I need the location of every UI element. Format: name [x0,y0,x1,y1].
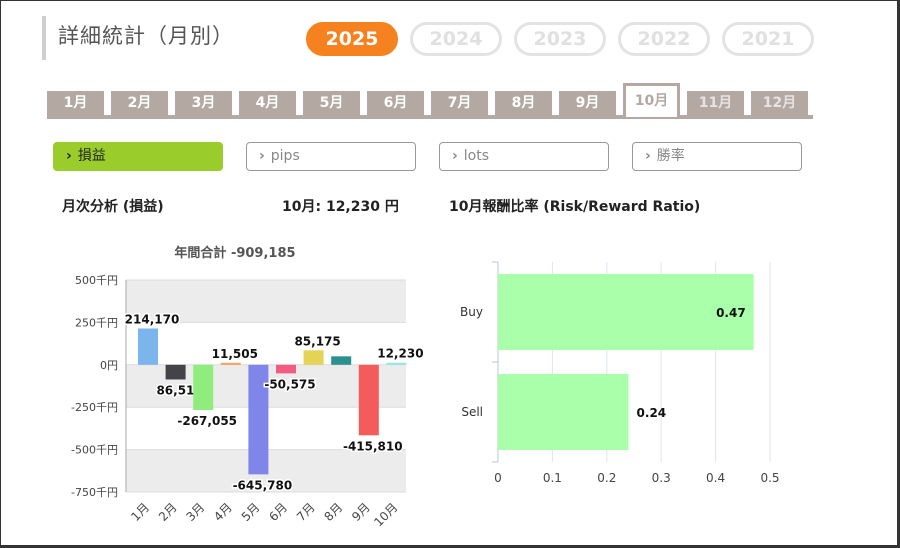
bar-10 [386,362,407,365]
month-tab-10[interactable]: 10月 [623,83,680,117]
bar-6 [276,364,296,374]
data-label: -50,575 [264,377,315,391]
data-label: 11,505 [212,347,258,361]
month-tab-9[interactable]: 9月 [559,91,616,116]
month-tab-5[interactable]: 5月 [303,91,360,116]
x-tick-label: 2月 [156,500,180,524]
x-tick-label: 0 [494,471,502,485]
bar-buy [498,274,754,350]
metric-button-lots[interactable]: › lots [439,142,609,171]
chevron-right-icon: › [66,148,72,164]
data-label: 0.47 [716,306,746,320]
year-tab-2022[interactable]: 2022 [618,22,710,56]
month-tab-1[interactable]: 1月 [47,91,104,116]
month-tab-4[interactable]: 4月 [239,91,296,116]
month-tab-3[interactable]: 3月 [175,91,232,116]
bar-7 [303,350,324,365]
category-label: Sell [461,405,483,419]
x-tick-label: 6月 [266,500,290,524]
month-tabs-underline [47,115,813,119]
data-label: 85,175 [294,334,340,348]
month-tab-12[interactable]: 12月 [751,91,808,116]
data-label: 214,170 [125,312,180,326]
x-tick-label: 9月 [349,500,373,524]
metric-label: lots [463,148,490,164]
bar-9 [358,364,379,436]
page-title-bar: 詳細統計（月別） [42,16,234,60]
data-label: 0.24 [637,406,667,420]
x-tick-label: 0.5 [760,471,779,485]
data-label: -645,780 [233,478,293,492]
category-label: Buy [460,305,483,319]
year-tab-2021[interactable]: 2021 [722,22,814,56]
bar-2 [165,364,186,380]
risk-reward-chart: 0 0.1 0.2 0.3 0.4 0.5 Buy 0.47 Sell 0.24 [460,261,780,485]
x-tick-label: 7月 [294,500,318,524]
year-selector: 2025 2024 2023 2022 2021 [306,22,814,56]
bar-8 [331,356,352,365]
year-tab-2024[interactable]: 2024 [410,22,502,56]
data-label: 12,230 [377,347,423,361]
metric-button-winrate[interactable]: › 勝率 [632,142,802,171]
x-tick-label: 5月 [239,500,263,524]
bar-3 [193,364,214,411]
x-tick-label: 0.4 [706,471,725,485]
month-tabs: 1月 2月 3月 4月 5月 6月 7月 8月 9月 10月 11月 12月 [47,83,813,119]
metric-label: pips [270,148,300,164]
metric-button-pips[interactable]: › pips [246,142,416,171]
chevron-right-icon: › [645,148,651,164]
monthly-summary: 10月: 12,230 円 [282,199,399,215]
month-tab-2[interactable]: 2月 [111,91,168,116]
month-tab-7[interactable]: 7月 [431,91,488,116]
bar-4 [220,362,241,365]
x-tick-label: 4月 [211,500,235,524]
x-tick-label: 8月 [322,500,346,524]
month-tab-11[interactable]: 11月 [687,91,744,116]
y-tick-label: 500千円 [75,274,118,287]
metric-button-profit[interactable]: › 損益 [53,142,223,171]
annual-total-label: 年間合計 -909,185 [174,246,296,261]
month-tab-6[interactable]: 6月 [367,91,424,116]
monthly-analysis-heading: 月次分析 (損益) [62,199,164,215]
x-tick-label: 0.3 [652,471,671,485]
data-label: -267,055 [177,414,237,428]
chevron-right-icon: › [452,148,458,164]
x-tick-label: 10月 [371,500,400,529]
year-tab-2023[interactable]: 2023 [514,22,606,56]
y-tick-label: 250千円 [75,316,118,329]
metric-label: 損益 [77,148,106,164]
x-tick-label: 1月 [128,500,152,524]
bar-5 [248,364,269,475]
ratio-heading: 10月報酬比率 (Risk/Reward Ratio) [449,199,701,215]
bar-1 [138,328,158,365]
y-tick-label: 0円 [100,359,118,372]
grid-band [126,280,406,323]
data-label: 86,515 [156,383,202,397]
bar-sell [498,374,629,450]
y-tick-label: -750千円 [71,486,118,499]
x-tick-label: 0.1 [543,471,562,485]
page-title: 詳細統計（月別） [58,24,234,48]
metric-label: 勝率 [656,148,685,164]
data-label: -415,810 [343,439,403,453]
x-tick-label: 3月 [184,500,208,524]
year-tab-2025[interactable]: 2025 [306,22,398,56]
y-tick-label: -500千円 [71,444,118,457]
chevron-right-icon: › [259,148,265,164]
month-tab-8[interactable]: 8月 [495,91,552,116]
monthly-profit-chart: 500千円 250千円 0円 -250千円 -500千円 -750千円 214,170 1月 8… [71,274,425,529]
x-tick-label: 0.2 [597,471,616,485]
y-tick-label: -250千円 [71,401,118,414]
